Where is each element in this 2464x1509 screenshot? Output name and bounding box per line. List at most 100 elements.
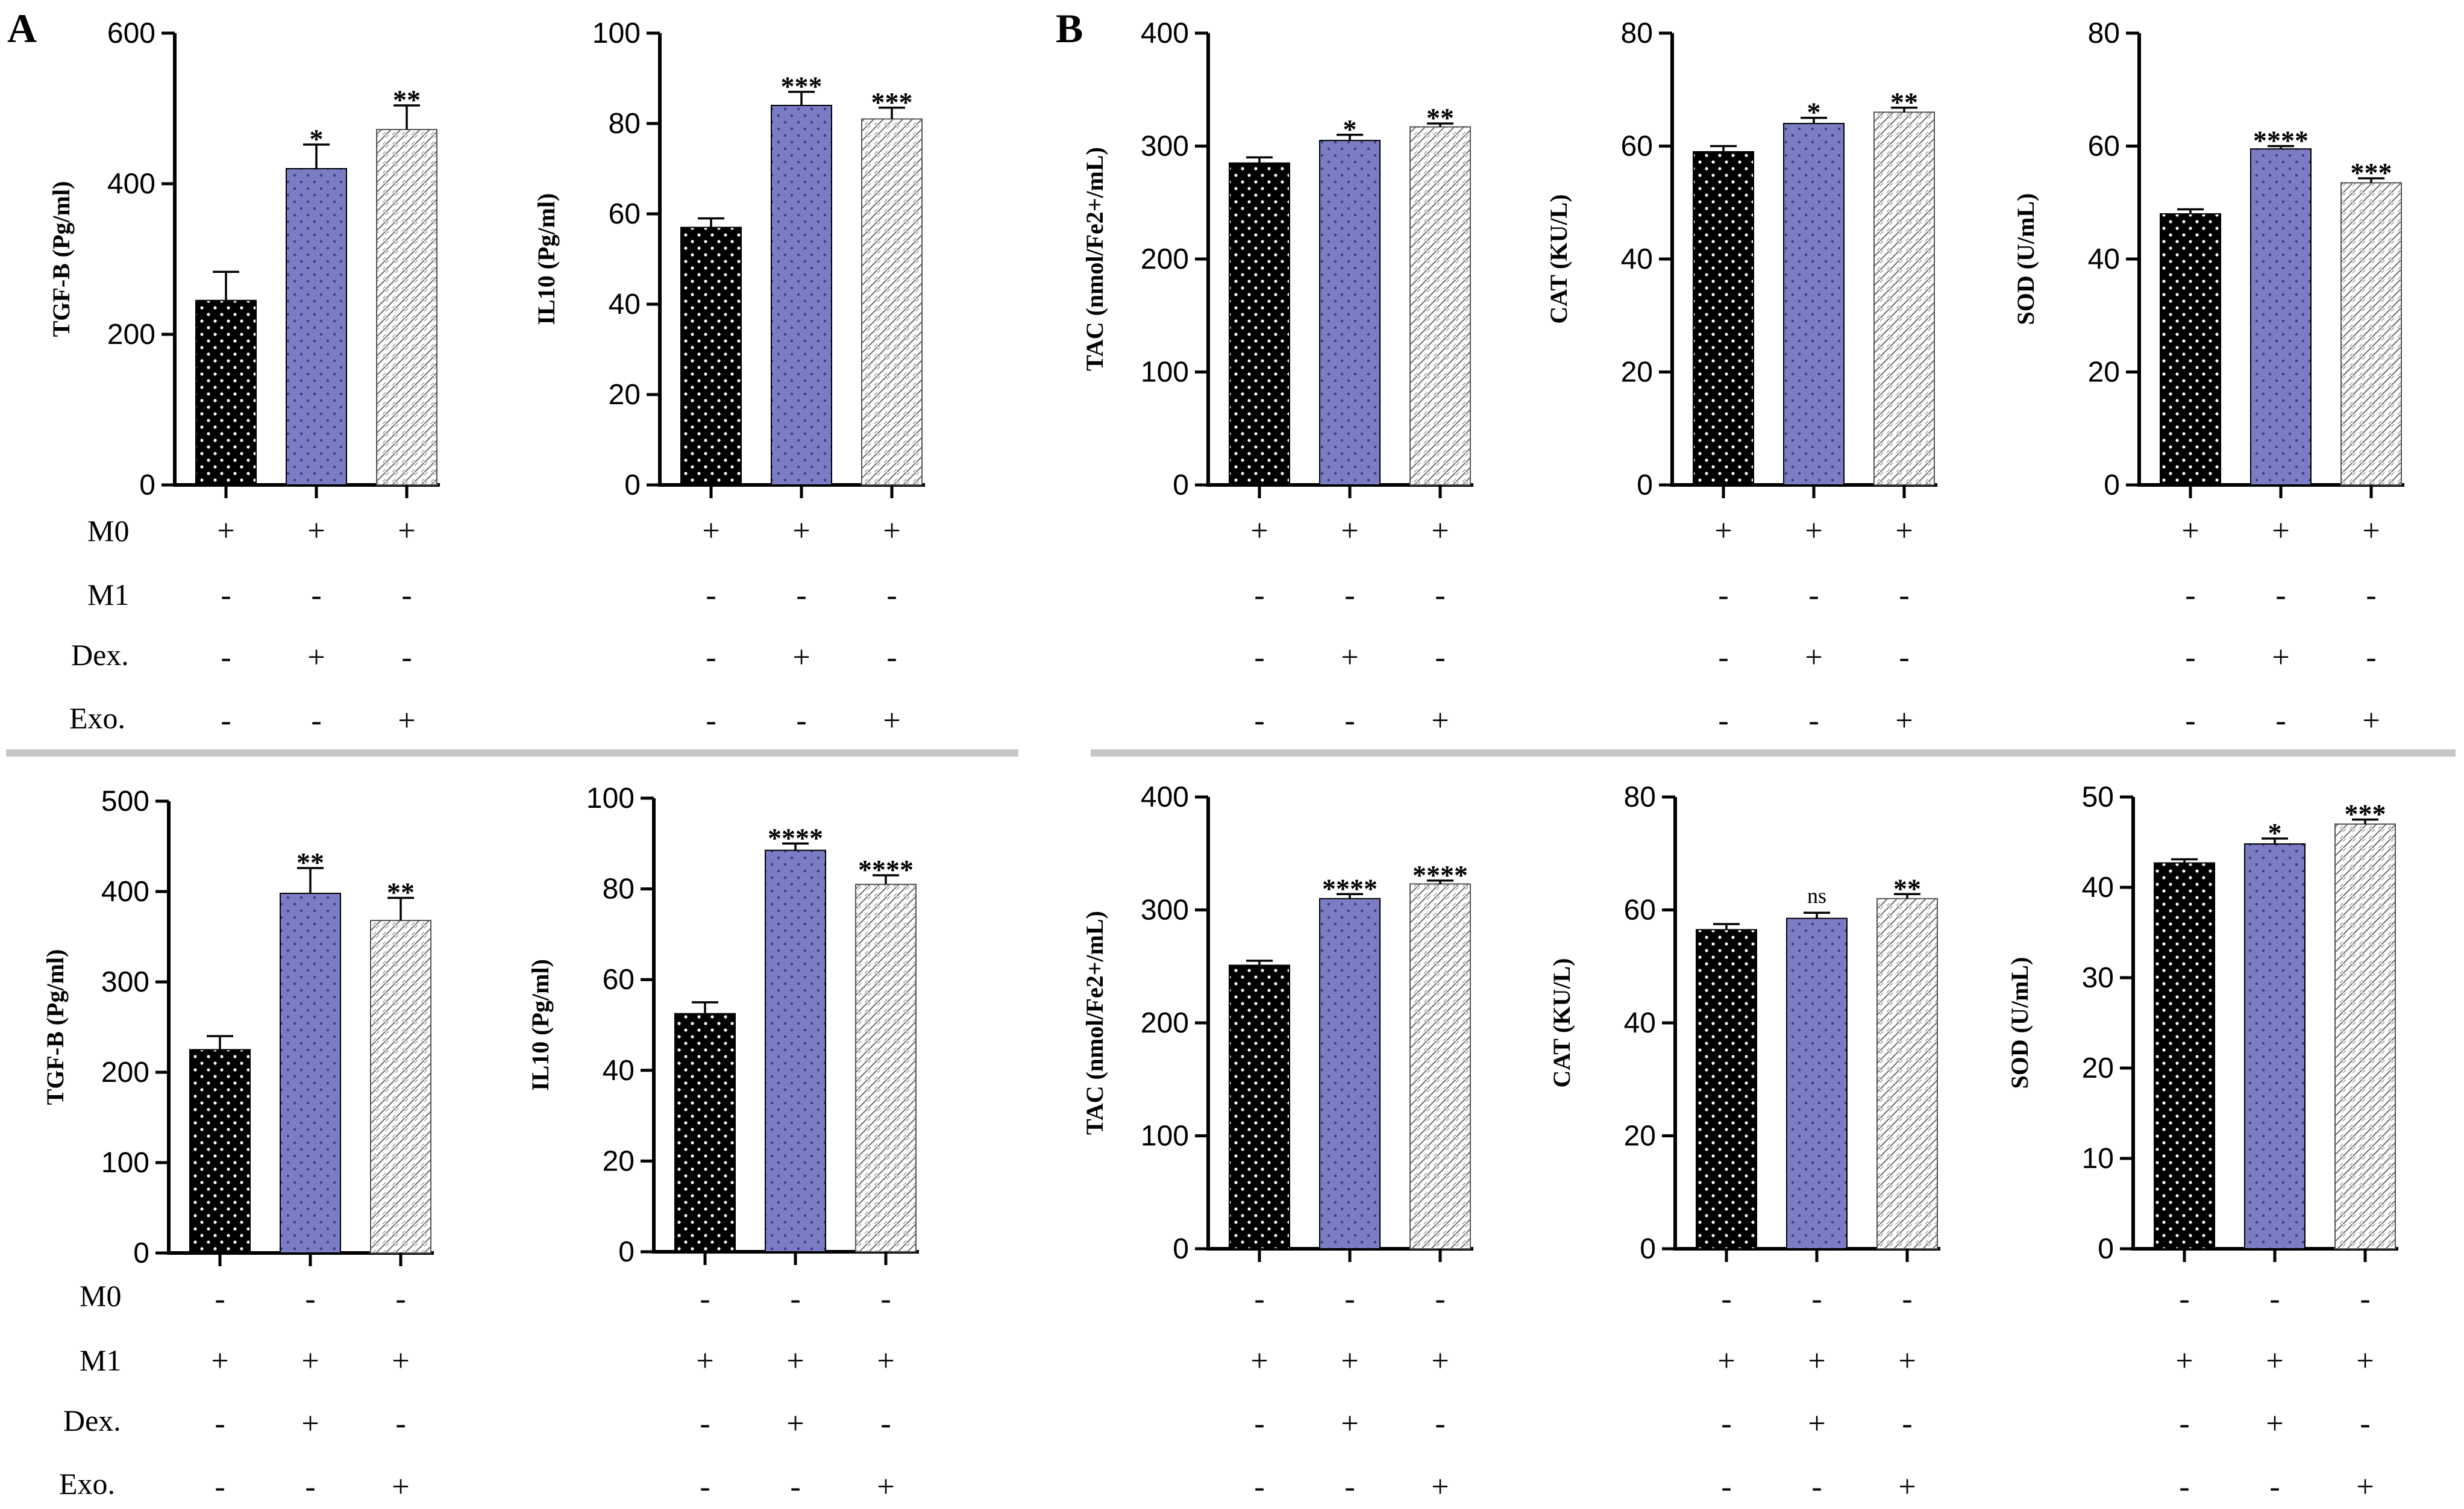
bar — [680, 227, 742, 486]
y-tick-label: 60 — [1621, 131, 1653, 163]
condition-sign: + — [307, 640, 325, 675]
condition-sign: + — [1341, 640, 1358, 675]
significance-label: ** — [296, 847, 324, 878]
y-tick-label: 40 — [603, 1055, 635, 1087]
y-tick-label: 400 — [1141, 17, 1189, 49]
y-tick-label: 20 — [2082, 1052, 2114, 1084]
y-tick-label: 60 — [1624, 895, 1656, 926]
condition-sign: - — [1344, 704, 1355, 738]
y-axis-label: TGF-B (Pg/ml) — [42, 949, 69, 1105]
y-tick-label: 0 — [618, 1236, 635, 1268]
condition-sign: - — [395, 1282, 406, 1316]
condition-sign: + — [307, 514, 325, 548]
condition-sign: + — [696, 1344, 713, 1378]
condition-sign: - — [1721, 1282, 1731, 1316]
y-tick-label: 100 — [101, 1147, 149, 1179]
y-tick-label: 80 — [1621, 17, 1653, 49]
condition-sign: - — [2185, 578, 2195, 613]
bar — [376, 129, 437, 486]
condition-sign: - — [700, 1407, 710, 1441]
y-tick-label: 300 — [101, 966, 149, 998]
condition-sign: - — [1718, 640, 1728, 675]
y-tick-label: 0 — [139, 469, 155, 501]
condition-sign: - — [311, 704, 321, 738]
y-tick-label: 0 — [1640, 1233, 1656, 1265]
y-tick-label: 30 — [2082, 962, 2114, 994]
condition-sign: - — [1902, 1282, 1912, 1316]
condition-sign: + — [2272, 514, 2289, 548]
row-label-exo-bottom: Exo. — [59, 1467, 115, 1501]
condition-sign: + — [1714, 514, 1732, 548]
significance-label: * — [1343, 114, 1357, 145]
condition-sign: - — [1435, 1282, 1445, 1316]
condition-sign: - — [700, 1470, 710, 1504]
significance-label: ** — [387, 877, 415, 908]
condition-sign: - — [1811, 1282, 1822, 1316]
y-tick-label: 80 — [609, 108, 641, 140]
condition-sign: + — [1895, 704, 1913, 738]
chart-B-bottom-1: 0 100 200 300 400 TAC (nmol/Fe2+/mL) **** **** -… — [1081, 781, 1473, 1504]
bar — [2340, 182, 2402, 486]
condition-sign: - — [1254, 1282, 1264, 1316]
condition-sign: - — [1344, 578, 1355, 613]
y-tick-label: 100 — [1141, 1120, 1189, 1152]
bar — [1409, 883, 1471, 1249]
condition-sign: - — [221, 704, 231, 738]
y-tick-label: 40 — [2082, 872, 2114, 904]
y-tick-label: 0 — [2098, 1233, 2114, 1265]
condition-sign: - — [1808, 578, 1819, 613]
chart-A-bottom-1: 0 100 200 300 400 500 TGF-B (Pg/ml) ** ** - - - + + + -… — [42, 786, 434, 1504]
significance-label: ns — [1807, 884, 1826, 908]
condition-sign: - — [215, 1470, 225, 1504]
y-tick-label: 80 — [603, 873, 635, 905]
bar — [1873, 111, 1935, 486]
condition-sign: - — [706, 640, 716, 675]
chart-A-bottom-2: 0 20 40 60 80 100 IL10 (Pg/ml) **** **** - - - + + + - +… — [527, 783, 919, 1504]
condition-sign: + — [792, 640, 810, 675]
bar — [1229, 162, 1290, 486]
condition-sign: + — [398, 704, 415, 738]
y-tick-label: 400 — [107, 168, 155, 200]
condition-sign: - — [2366, 578, 2376, 613]
condition-sign: - — [706, 704, 716, 738]
y-tick-label: 20 — [603, 1145, 635, 1177]
condition-sign: - — [305, 1470, 315, 1504]
y-tick-label: 20 — [1624, 1120, 1656, 1152]
significance-label: *** — [871, 87, 913, 117]
condition-sign: + — [1250, 1344, 1268, 1378]
y-tick-label: 60 — [603, 964, 635, 996]
y-tick-label: 20 — [609, 379, 641, 411]
condition-sign: - — [1899, 640, 1909, 675]
condition-sign: + — [792, 514, 810, 548]
panel-letter-a: A — [7, 5, 37, 51]
y-tick-label: 50 — [2082, 781, 2114, 813]
bar — [1409, 126, 1471, 486]
condition-sign: + — [2175, 1344, 2193, 1378]
condition-sign: + — [1431, 704, 1449, 738]
y-tick-label: 40 — [609, 289, 641, 320]
condition-sign: - — [2275, 578, 2286, 613]
condition-sign: - — [2185, 704, 2195, 738]
bar — [2154, 862, 2215, 1249]
bar — [2250, 148, 2312, 486]
y-tick-label: 600 — [107, 17, 155, 49]
condition-sign: - — [796, 704, 806, 738]
bar — [1696, 929, 1757, 1249]
y-tick-label: 10 — [2082, 1143, 2114, 1175]
y-tick-label: 300 — [1141, 131, 1189, 163]
row-label-m0-top: M0 — [87, 514, 129, 548]
condition-sign: - — [1254, 1470, 1264, 1504]
bar — [765, 849, 826, 1252]
condition-sign: + — [702, 514, 719, 548]
y-axis-label: SOD (U/mL) — [2006, 957, 2033, 1089]
bar — [861, 118, 923, 486]
chart-A-top-2: 0 20 40 60 80 100 IL10 (Pg/ml) *** *** + + + - - - - + - -… — [533, 17, 925, 738]
bar — [2334, 823, 2396, 1249]
condition-sign: - — [1721, 1407, 1731, 1441]
condition-sign: + — [1250, 514, 1268, 548]
